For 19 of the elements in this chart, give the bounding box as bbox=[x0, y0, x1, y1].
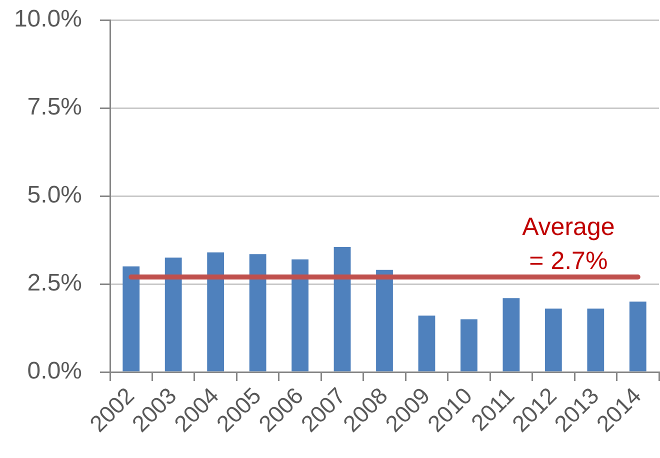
ref-line-label: Average = 2.7% bbox=[522, 212, 615, 275]
y-tick-label: 10.0% bbox=[14, 6, 82, 33]
y-tick-label: 2.5% bbox=[27, 270, 82, 297]
bar bbox=[249, 254, 266, 372]
bar bbox=[544, 308, 562, 372]
bar bbox=[587, 308, 604, 372]
y-tick-label: 7.5% bbox=[27, 94, 82, 121]
bar bbox=[629, 302, 646, 372]
y-tick-label: 5.0% bbox=[27, 182, 82, 209]
bar bbox=[334, 247, 351, 372]
bar bbox=[460, 319, 478, 372]
bar bbox=[292, 259, 308, 372]
bar bbox=[418, 316, 436, 372]
y-tick-label: 0.0% bbox=[27, 358, 82, 385]
bar bbox=[207, 252, 224, 372]
bar bbox=[122, 266, 140, 372]
bar bbox=[502, 298, 520, 372]
bar bbox=[376, 270, 393, 372]
bar bbox=[164, 258, 182, 372]
